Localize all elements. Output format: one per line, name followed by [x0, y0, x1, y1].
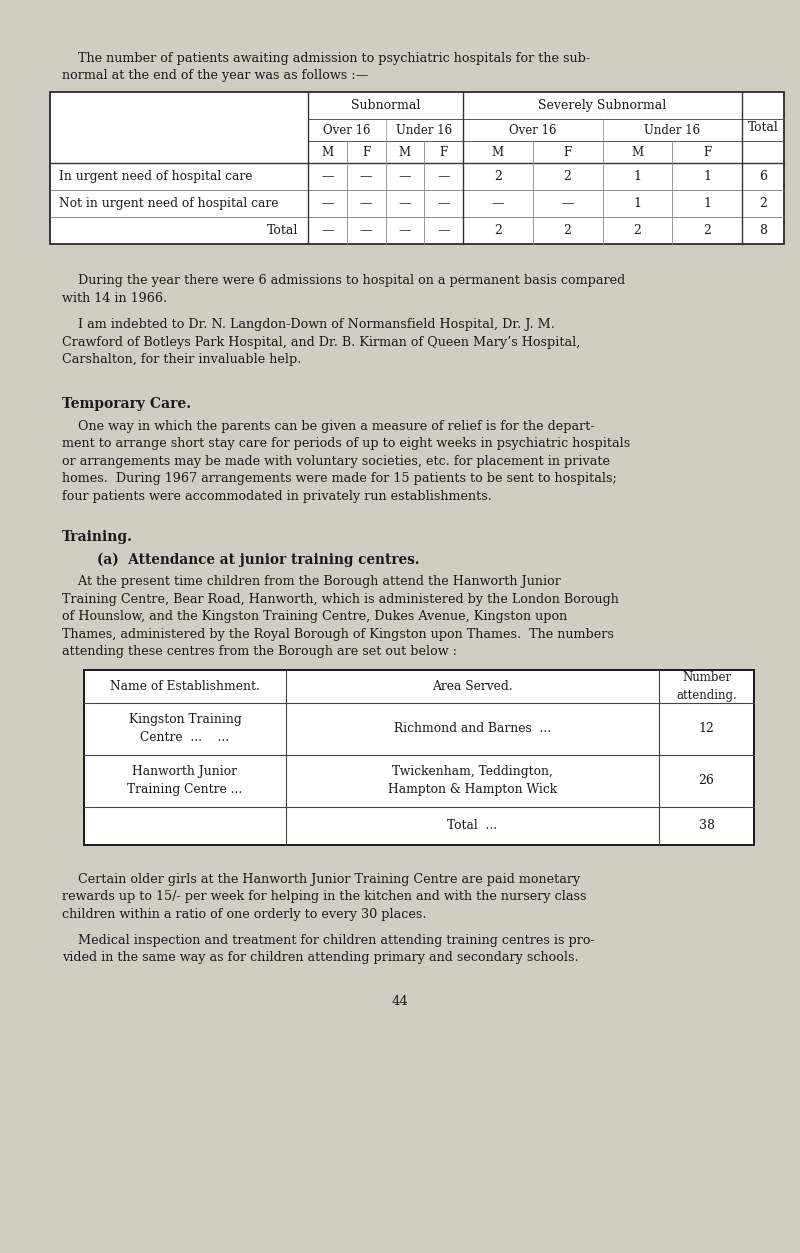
Text: 2: 2: [564, 224, 571, 237]
Text: 6: 6: [759, 170, 767, 183]
Text: Carshalton, for their invaluable help.: Carshalton, for their invaluable help.: [62, 353, 302, 366]
Text: Crawford of Botleys Park Hospital, and Dr. B. Kirman of Queen Mary’s Hospital,: Crawford of Botleys Park Hospital, and D…: [62, 336, 580, 348]
Text: vided in the same way as for children attending primary and secondary schools.: vided in the same way as for children at…: [62, 951, 578, 965]
Text: 26: 26: [698, 774, 714, 787]
Text: 1: 1: [634, 197, 642, 211]
Text: —: —: [398, 224, 411, 237]
Text: rewards up to 15/- per week for helping in the kitchen and with the nursery clas: rewards up to 15/- per week for helping …: [62, 890, 586, 903]
Text: Over 16: Over 16: [323, 124, 370, 137]
Text: 44: 44: [392, 995, 408, 1009]
Text: —: —: [360, 224, 372, 237]
Text: Total  ...: Total ...: [447, 819, 498, 832]
Text: —: —: [438, 224, 450, 237]
Text: Temporary Care.: Temporary Care.: [62, 397, 191, 411]
Text: 2: 2: [564, 170, 571, 183]
Text: M: M: [399, 145, 411, 159]
Text: I am indebted to Dr. N. Langdon-Down of Normansfield Hospital, Dr. J. M.: I am indebted to Dr. N. Langdon-Down of …: [62, 318, 555, 331]
Text: —: —: [562, 197, 574, 211]
Text: Thames, administered by the Royal Borough of Kingston upon Thames.  The numbers: Thames, administered by the Royal Boroug…: [62, 628, 614, 640]
Text: children within a ratio of one orderly to every 30 places.: children within a ratio of one orderly t…: [62, 907, 426, 921]
Text: normal at the end of the year was as follows :—: normal at the end of the year was as fol…: [62, 69, 368, 83]
Text: Number
attending.: Number attending.: [676, 670, 737, 702]
Text: F: F: [703, 145, 711, 159]
Text: 12: 12: [698, 722, 714, 736]
Text: 2: 2: [759, 197, 767, 211]
Text: —: —: [398, 197, 411, 211]
Text: Total: Total: [748, 122, 778, 134]
Text: Total: Total: [266, 224, 298, 237]
Bar: [84, 670, 754, 845]
Text: F: F: [563, 145, 572, 159]
Text: —: —: [438, 170, 450, 183]
Text: 8: 8: [759, 224, 767, 237]
Text: Name of Establishment.: Name of Establishment.: [110, 679, 260, 693]
Text: Medical inspection and treatment for children attending training centres is pro-: Medical inspection and treatment for chi…: [62, 933, 594, 947]
Text: (a)  Attendance at junior training centres.: (a) Attendance at junior training centre…: [97, 553, 419, 566]
Text: 1: 1: [634, 170, 642, 183]
Text: four patients were accommodated in privately run establishments.: four patients were accommodated in priva…: [62, 490, 492, 502]
Text: M: M: [492, 145, 504, 159]
Text: M: M: [631, 145, 643, 159]
Bar: [50, 93, 784, 244]
Text: 2: 2: [494, 170, 502, 183]
Text: One way in which the parents can be given a measure of relief is for the depart-: One way in which the parents can be give…: [62, 420, 594, 432]
Text: ment to arrange short stay care for periods of up to eight weeks in psychiatric : ment to arrange short stay care for peri…: [62, 437, 630, 450]
Text: Kingston Training
Centre  ...    ...: Kingston Training Centre ... ...: [129, 713, 242, 744]
Text: At the present time children from the Borough attend the Hanworth Junior: At the present time children from the Bo…: [62, 575, 561, 588]
Text: —: —: [321, 170, 334, 183]
Text: In urgent need of hospital care: In urgent need of hospital care: [59, 170, 253, 183]
Text: Over 16: Over 16: [509, 124, 557, 137]
Text: Twickenham, Teddington,
Hampton & Hampton Wick: Twickenham, Teddington, Hampton & Hampto…: [388, 766, 557, 796]
Text: Subnormal: Subnormal: [351, 99, 420, 113]
Text: Not in urgent need of hospital care: Not in urgent need of hospital care: [59, 197, 278, 211]
Text: During the year there were 6 admissions to hospital on a permanent basis compare: During the year there were 6 admissions …: [62, 274, 626, 287]
Text: 2: 2: [634, 224, 642, 237]
Text: with 14 in 1966.: with 14 in 1966.: [62, 292, 167, 304]
Text: —: —: [360, 197, 372, 211]
Text: Training.: Training.: [62, 530, 133, 544]
Text: —: —: [360, 170, 372, 183]
Text: —: —: [321, 224, 334, 237]
Text: Certain older girls at the Hanworth Junior Training Centre are paid monetary: Certain older girls at the Hanworth Juni…: [62, 873, 580, 886]
Text: Training Centre, Bear Road, Hanworth, which is administered by the London Boroug: Training Centre, Bear Road, Hanworth, wh…: [62, 593, 619, 605]
Text: 1: 1: [703, 197, 711, 211]
Text: homes.  During 1967 arrangements were made for 15 patients to be sent to hospita: homes. During 1967 arrangements were mad…: [62, 472, 617, 485]
Text: Severely Subnormal: Severely Subnormal: [538, 99, 666, 113]
Text: M: M: [322, 145, 334, 159]
Text: —: —: [438, 197, 450, 211]
Text: —: —: [398, 170, 411, 183]
Text: F: F: [362, 145, 370, 159]
Text: Under 16: Under 16: [396, 124, 452, 137]
Text: of Hounslow, and the Kingston Training Centre, Dukes Avenue, Kingston upon: of Hounslow, and the Kingston Training C…: [62, 610, 567, 623]
Text: —: —: [492, 197, 504, 211]
Text: 38: 38: [698, 819, 714, 832]
Text: Richmond and Barnes  ...: Richmond and Barnes ...: [394, 722, 551, 736]
Text: 2: 2: [494, 224, 502, 237]
Text: Under 16: Under 16: [644, 124, 700, 137]
Text: Hanworth Junior
Training Centre ...: Hanworth Junior Training Centre ...: [127, 766, 242, 796]
Text: or arrangements may be made with voluntary societies, etc. for placement in priv: or arrangements may be made with volunta…: [62, 455, 610, 467]
Text: 1: 1: [703, 170, 711, 183]
Text: The number of patients awaiting admission to psychiatric hospitals for the sub-: The number of patients awaiting admissio…: [62, 53, 590, 65]
Text: Area Served.: Area Served.: [432, 679, 513, 693]
Text: 2: 2: [703, 224, 711, 237]
Text: F: F: [439, 145, 448, 159]
Text: —: —: [321, 197, 334, 211]
Text: attending these centres from the Borough are set out below :: attending these centres from the Borough…: [62, 645, 457, 658]
